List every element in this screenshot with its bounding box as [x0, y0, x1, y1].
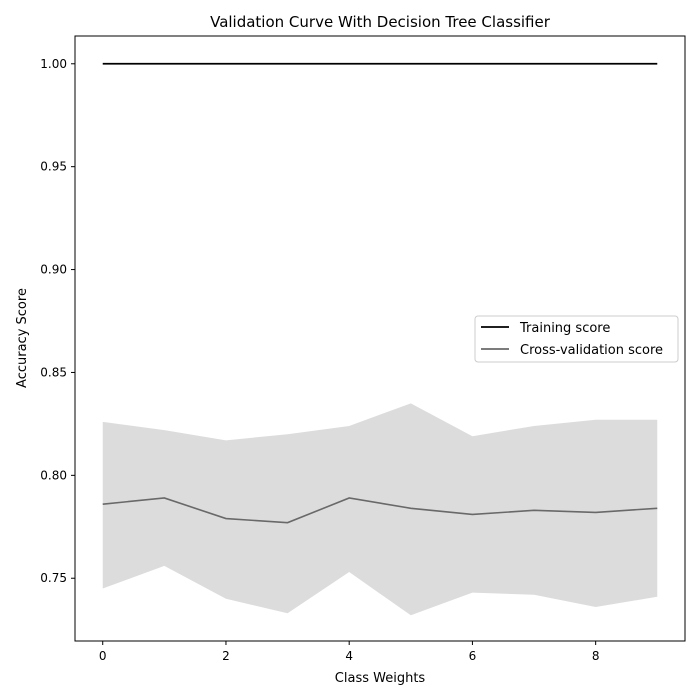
y-axis-ticks: 0.75 0.80 0.85 0.90 0.95 1.00: [40, 57, 75, 585]
x-axis-label: Class Weights: [335, 671, 426, 686]
y-tick-label: 0.85: [40, 365, 67, 379]
x-tick-label: 2: [222, 649, 230, 663]
y-axis-label: Accuracy Score: [15, 288, 30, 388]
x-tick-label: 4: [345, 649, 353, 663]
legend-label-training: Training score: [519, 321, 610, 336]
legend-box: [474, 315, 679, 363]
series-layer: [102, 62, 658, 524]
chart-title: Validation Curve With Decision Tree Clas…: [210, 13, 551, 31]
band-layer: [102, 403, 658, 616]
y-tick-label: 0.90: [40, 263, 67, 277]
legend-label-cross-validation: Cross-validation score: [520, 343, 663, 358]
legend: Training score Cross-validation score: [474, 315, 679, 363]
x-axis-ticks: 0 2 4 6 8: [99, 641, 600, 663]
x-tick-label: 0: [99, 649, 107, 663]
y-tick-label: 1.00: [40, 57, 67, 71]
y-tick-label: 0.80: [40, 468, 67, 482]
confidence-band-1: [102, 403, 658, 616]
y-tick-label: 0.95: [40, 160, 67, 174]
y-tick-label: 0.75: [40, 571, 67, 585]
series-line-1: [102, 497, 658, 524]
x-tick-label: 6: [469, 649, 477, 663]
plot-frame: [74, 35, 686, 642]
x-tick-label: 8: [592, 649, 600, 663]
